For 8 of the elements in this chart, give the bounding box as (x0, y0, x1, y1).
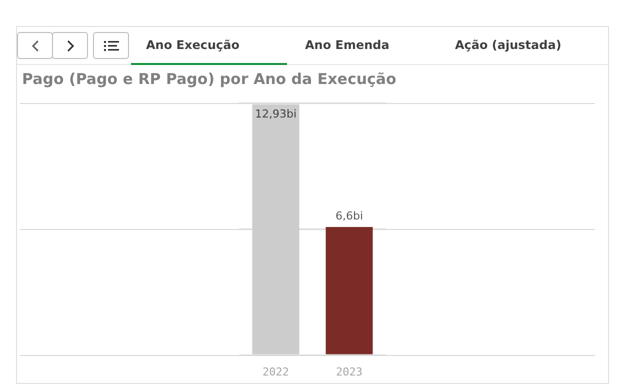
text: Ano Execução (146, 38, 240, 52)
data-label: 6,6bi (335, 209, 364, 222)
text: Ano Emenda (305, 38, 390, 52)
x-tick-label: 2022 (262, 365, 289, 378)
data-label: 12,93bi (254, 108, 297, 121)
text: Ação (ajustada) (455, 38, 562, 52)
chart-title: Pago (Pago e RP Pago) por Ano da Execução (22, 70, 396, 88)
x-tick-label: 2023 (336, 365, 362, 378)
